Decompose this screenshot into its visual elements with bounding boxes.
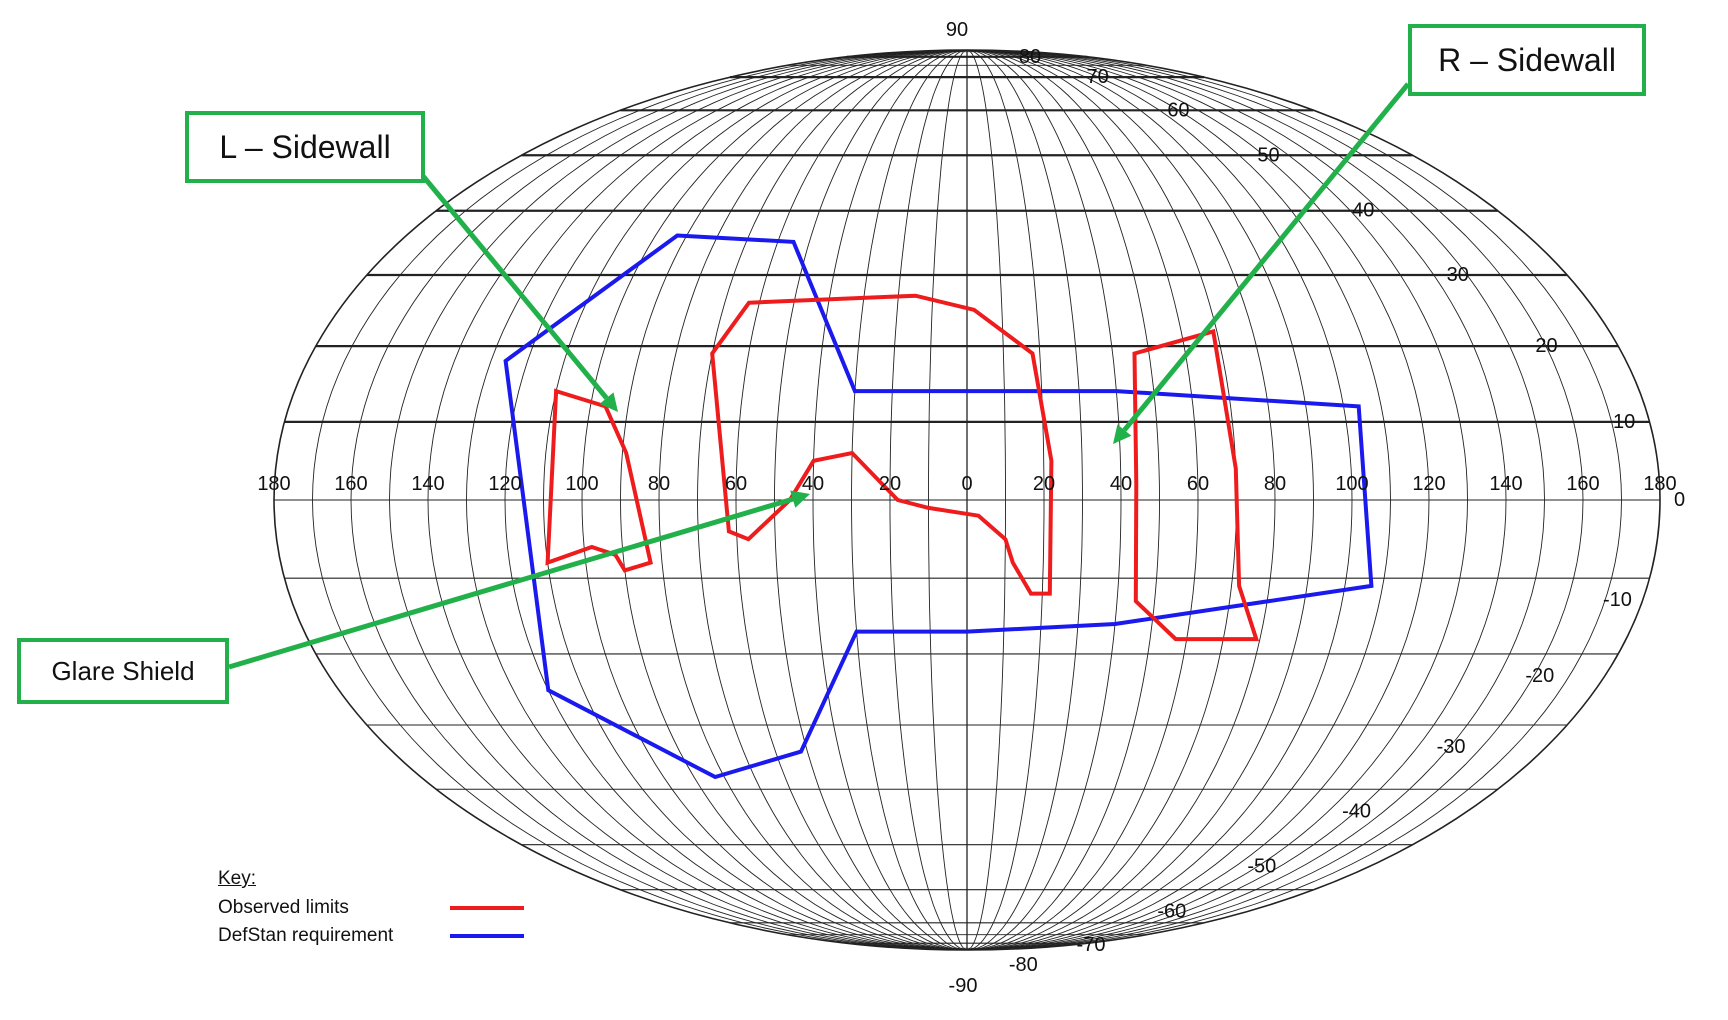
- r-sidewall-arrow: [1113, 82, 1410, 444]
- arrow-head: [599, 392, 618, 412]
- legend-swatch-requirement: [450, 934, 524, 938]
- y-tick-label: 80: [1019, 46, 1041, 68]
- observed-limit-boundary: [545, 388, 653, 573]
- x-tick-label: 160: [1566, 473, 1599, 495]
- glare-shield-label: Glare Shield: [51, 655, 195, 686]
- glare-shield-callout: Glare Shield: [17, 638, 229, 704]
- legend-title: Key:: [218, 868, 257, 889]
- y-tick-label: -70: [1077, 934, 1106, 956]
- x-tick-label: 100: [1335, 473, 1368, 495]
- x-tick-label: 20: [1033, 473, 1055, 495]
- r-sidewall-callout: R – Sidewall: [1408, 24, 1646, 96]
- arrow-head: [790, 490, 810, 508]
- l-sidewall-arrow: [421, 174, 618, 412]
- x-tick-label: 180: [257, 473, 290, 495]
- legend-entry-requirement: DefStan requirement: [218, 922, 524, 950]
- arrow-head: [1113, 424, 1132, 444]
- x-tick-label: 120: [488, 473, 521, 495]
- l-sidewall-label: L – Sidewall: [219, 128, 391, 165]
- x-tick-label: 80: [1264, 473, 1286, 495]
- x-tick-label: 140: [411, 473, 444, 495]
- l-sidewall-callout: L – Sidewall: [185, 111, 425, 183]
- y-tick-label: 30: [1447, 264, 1469, 286]
- y-tick-label: -10: [1603, 589, 1632, 611]
- y-tick-label: -60: [1157, 901, 1186, 923]
- x-tick-label: 0: [961, 473, 972, 495]
- callout-arrows: [228, 82, 1410, 670]
- y-tick-label: 70: [1087, 66, 1109, 88]
- glare-shield-arrow: [228, 490, 810, 670]
- y-tick-label: -90: [949, 975, 978, 997]
- x-tick-label: 140: [1489, 473, 1522, 495]
- x-tick-label: 60: [1187, 473, 1209, 495]
- legend: Key: Observed limits DefStan requirement: [218, 868, 524, 950]
- y-tick-label: 60: [1167, 99, 1189, 121]
- y-tick-label: -50: [1247, 856, 1276, 878]
- x-tick-label: 80: [648, 473, 670, 495]
- y-tick-label: -40: [1342, 800, 1371, 822]
- x-tick-label: 40: [802, 473, 824, 495]
- plot-grid: [273, 49, 1661, 951]
- r-sidewall-label: R – Sidewall: [1438, 41, 1616, 78]
- observed-limit-boundary: [710, 293, 1054, 596]
- plot-series: [503, 233, 1374, 780]
- y-tick-label: 50: [1257, 144, 1279, 166]
- y-tick-label: 40: [1352, 200, 1374, 222]
- plot-tick-labels: 180 160 140 120 100 80 60 40 20 0 20 40 60 80 100 120 14…: [257, 19, 1685, 997]
- legend-entry-observed: Observed limits: [218, 894, 524, 922]
- y-tick-label: 10: [1613, 411, 1635, 433]
- y-tick-label: 0: [1674, 489, 1685, 511]
- y-tick-label: -80: [1009, 954, 1038, 976]
- legend-swatch-observed: [450, 906, 524, 910]
- requirement-boundary: [503, 233, 1374, 780]
- x-tick-label: 100: [565, 473, 598, 495]
- y-tick-label: -20: [1525, 665, 1554, 687]
- arrow-shaft: [421, 174, 609, 400]
- x-tick-label: 120: [1412, 473, 1445, 495]
- legend-label-observed: Observed limits: [218, 897, 349, 918]
- x-tick-label: 60: [725, 473, 747, 495]
- x-tick-label: 180: [1643, 473, 1676, 495]
- y-tick-label: -30: [1437, 736, 1466, 758]
- observed-limit-boundary: [1132, 328, 1260, 642]
- arrow-shaft: [228, 496, 794, 670]
- x-tick-label: 20: [879, 473, 901, 495]
- x-tick-label: 40: [1110, 473, 1132, 495]
- y-tick-label: 20: [1535, 335, 1557, 357]
- legend-label-requirement: DefStan requirement: [218, 925, 394, 946]
- y-tick-label: 90: [946, 19, 968, 41]
- x-tick-label: 160: [334, 473, 367, 495]
- arrow-shaft: [1122, 82, 1410, 432]
